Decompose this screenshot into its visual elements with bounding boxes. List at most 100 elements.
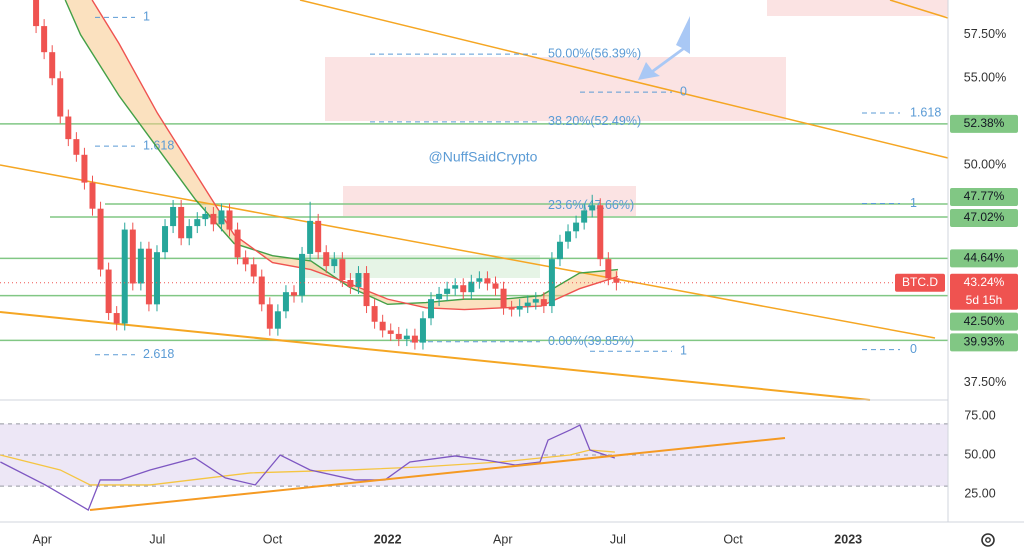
candle-body	[452, 285, 459, 289]
candle-body	[419, 318, 426, 343]
candle-body	[323, 252, 330, 267]
candle-body	[428, 299, 435, 319]
fib-label: 1.618	[143, 138, 174, 152]
under-layer	[0, 0, 948, 511]
level-label-box	[950, 249, 1018, 268]
candle-body	[73, 139, 80, 155]
rsi-trendline	[89, 437, 786, 511]
candle-body	[556, 241, 563, 260]
candle-body	[89, 182, 96, 209]
y-tick-label: 50.00%	[964, 158, 1006, 172]
y-tick-label: 55.00%	[964, 71, 1006, 85]
candle-body	[484, 278, 491, 284]
candle-body	[307, 220, 314, 254]
candle-body	[355, 273, 362, 287]
candle-body	[411, 335, 418, 343]
gear-hub[interactable]	[985, 537, 991, 543]
settings-icon[interactable]	[981, 533, 995, 547]
candle-body	[331, 259, 338, 267]
candle-body	[57, 78, 64, 117]
candle-body	[548, 259, 555, 307]
candle-body	[250, 264, 257, 277]
candle-body	[129, 229, 136, 284]
candle-body	[476, 278, 483, 282]
candle-body	[613, 278, 620, 283]
fib-label: 1	[143, 10, 150, 24]
watermark: @NuffSaidCrypto	[429, 149, 538, 165]
symbol-label: BTC.D	[902, 275, 938, 289]
candle-body	[113, 313, 120, 324]
rsi-tick-label: 75.00	[964, 408, 995, 422]
candle-body	[605, 259, 612, 279]
candle-body	[540, 299, 547, 307]
candle-body	[363, 273, 370, 307]
zone	[343, 186, 636, 216]
candle-body	[581, 210, 588, 223]
candle-body	[565, 231, 572, 242]
candle-body	[290, 292, 297, 296]
level-label-box	[950, 333, 1018, 352]
candle-body	[299, 253, 306, 296]
candle-body	[460, 285, 467, 293]
level-label: 47.02%	[964, 210, 1005, 224]
candle-body	[266, 304, 273, 329]
candle-body	[597, 205, 604, 260]
candle-body	[492, 283, 499, 289]
trendline	[299, 0, 949, 159]
fib-label: 1	[680, 344, 687, 358]
rsi-tick-label: 25.00	[964, 486, 995, 500]
candle-body	[347, 280, 354, 287]
rsi-line	[0, 449, 615, 486]
candle-body	[508, 307, 515, 310]
candle-body	[242, 257, 249, 265]
fib-label: 0	[910, 342, 917, 356]
candle-body	[589, 205, 596, 211]
gear[interactable]	[981, 533, 995, 547]
fib-label: 23.6%(47.66%)	[548, 198, 634, 212]
arrow	[638, 16, 690, 80]
candle-body	[137, 248, 144, 284]
y-tick-label: 57.50%	[964, 27, 1006, 41]
level-label: 39.93%	[964, 335, 1005, 349]
fib-label: 0.00%(39.85%)	[548, 334, 634, 348]
x-tick-label: Jul	[149, 532, 165, 546]
candle-body	[500, 288, 507, 308]
candle-body	[33, 0, 40, 27]
fib-label: 38.20%(52.49%)	[548, 114, 641, 128]
candle-body	[524, 302, 531, 307]
countdown-label: 5d 15h	[966, 293, 1003, 307]
candle-body	[379, 321, 386, 331]
candle-body	[186, 226, 193, 239]
candle-body	[468, 281, 475, 293]
candle-body	[178, 206, 185, 239]
fib-label: 1.618	[910, 105, 941, 119]
candle-body	[315, 220, 322, 253]
candle-body	[97, 208, 104, 270]
level-label-box	[950, 209, 1018, 228]
zone	[767, 0, 948, 16]
x-tick-label: 2022	[374, 532, 402, 546]
y-tick-label: 37.50%	[964, 375, 1006, 389]
candle-body	[339, 259, 346, 280]
symbol-box	[895, 273, 945, 292]
candle-body	[226, 210, 233, 230]
trendline	[0, 311, 871, 401]
zone	[300, 255, 540, 278]
fib-label: 50.00%(56.39%)	[548, 46, 641, 60]
level-label: 52.38%	[964, 116, 1005, 130]
candle-body	[444, 288, 451, 294]
level-label-box	[950, 114, 1018, 133]
rsi-tick-label: 50.00	[964, 447, 995, 461]
candle-body	[403, 335, 410, 340]
moving-average	[64, 0, 618, 306]
candle-body	[274, 311, 281, 329]
candle-body	[202, 213, 209, 220]
x-tick-label: Apr	[493, 532, 512, 546]
price-label: 43.24%	[964, 275, 1005, 289]
candle-body	[145, 248, 152, 305]
candle-body	[371, 306, 378, 322]
candle-body	[162, 226, 169, 253]
candle-body	[516, 306, 523, 310]
